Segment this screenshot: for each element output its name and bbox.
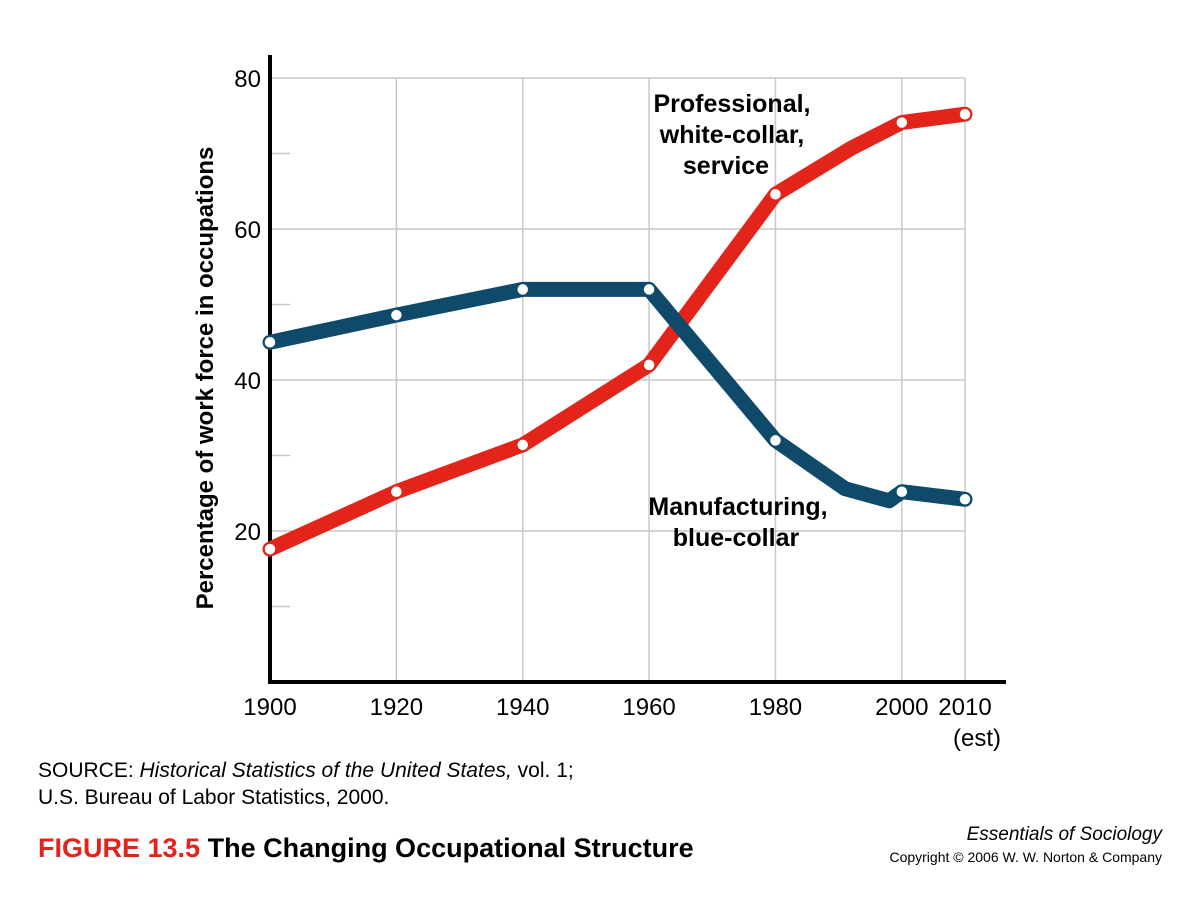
copyright: Copyright © 2006 W. W. Norton & Company — [889, 849, 1162, 865]
series-label-professional: white-collar, — [659, 121, 804, 149]
x-tick-label: 1940 — [496, 694, 549, 721]
x-tick-label: 1960 — [622, 694, 675, 721]
x-tick-label: 1900 — [243, 694, 296, 721]
data-point-manufacturing — [895, 484, 909, 499]
data-point-professional — [768, 187, 783, 202]
axes — [268, 55, 1006, 684]
y-tick-label: 40 — [234, 368, 261, 395]
x-tick-label: 2010 — [938, 694, 991, 721]
x-tick-label: 1920 — [370, 694, 423, 721]
data-point-professional — [895, 115, 909, 130]
data-point-professional — [642, 358, 656, 372]
series-label-manufacturing: blue-collar — [673, 524, 800, 552]
data-point-manufacturing — [515, 282, 530, 297]
book-credit: Essentials of Sociology Copyright © 2006… — [889, 823, 1162, 867]
data-point-professional — [958, 107, 972, 121]
y-tick-label: 20 — [234, 519, 261, 546]
data-point-manufacturing — [642, 282, 656, 297]
book-title: Essentials of Sociology — [966, 824, 1162, 845]
figure-title: The Changing Occupational Structure — [207, 833, 694, 863]
data-point-professional — [515, 438, 530, 452]
series-line-manufacturing — [262, 281, 973, 509]
x-tick-label: 2000 — [875, 694, 928, 721]
series-label-professional: Professional, — [654, 90, 811, 118]
y-tick-label: 60 — [234, 217, 261, 244]
source-suffix: vol. 1; — [511, 759, 574, 782]
series-label-professional: service — [683, 152, 769, 180]
data-point-professional — [263, 542, 277, 556]
data-point-manufacturing — [389, 308, 404, 322]
figure-caption: FIGURE 13.5 The Changing Occupational St… — [38, 833, 694, 864]
x-tick-note: (est) — [953, 725, 1001, 752]
series-lines — [262, 106, 973, 557]
grid — [270, 77, 966, 682]
series-line-professional — [262, 106, 973, 557]
data-point-professional — [389, 484, 404, 499]
y-tick-label: 80 — [234, 66, 261, 93]
data-point-manufacturing — [263, 335, 277, 349]
source-note: SOURCE: Historical Statistics of the Uni… — [38, 757, 574, 811]
source-line-1: SOURCE: Historical Statistics of the Uni… — [38, 757, 574, 784]
series-label-manufacturing: Manufacturing, — [648, 493, 827, 521]
x-tick-label: 1980 — [749, 694, 802, 721]
source-prefix: SOURCE: — [38, 759, 140, 782]
data-point-manufacturing — [768, 433, 783, 448]
y-axis-title: Percentage of work force in occupations — [192, 147, 219, 610]
source-line-2: U.S. Bureau of Labor Statistics, 2000. — [38, 786, 390, 809]
source-title: Historical Statistics of the United Stat… — [139, 759, 512, 782]
data-point-manufacturing — [958, 492, 972, 507]
figure-number: FIGURE 13.5 — [38, 833, 201, 863]
axis-labels: 20 40 60 80 1900 1920 1940 1960 1980 2000 2010 (est… — [234, 66, 1001, 752]
